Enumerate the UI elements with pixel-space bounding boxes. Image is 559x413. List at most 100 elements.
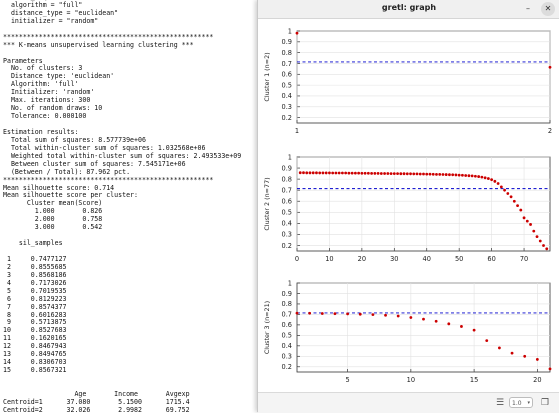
data-point — [353, 171, 357, 175]
x-tick-label: 2 — [548, 127, 552, 135]
y-tick-label: 0.5 — [282, 81, 293, 89]
y-tick-label: 0.3 — [282, 353, 293, 361]
data-point — [512, 199, 516, 203]
data-point — [422, 172, 425, 176]
data-point — [498, 346, 501, 350]
console-line: Age Income Avgexp — [3, 389, 190, 398]
x-tick-label: 40 — [423, 255, 431, 263]
y-tick-label: 0.4 — [282, 92, 293, 100]
data-point — [370, 171, 374, 175]
data-point — [548, 367, 552, 371]
console-line: 11 0.1620165 — [3, 334, 67, 343]
data-point — [486, 177, 490, 180]
plot-frame — [296, 30, 551, 124]
console-line: Estimation results: — [3, 127, 79, 136]
data-point — [347, 171, 351, 175]
data-point — [402, 172, 406, 176]
y-tick-label: 0.5 — [282, 209, 293, 217]
y-tick-label: 0.9 — [282, 290, 293, 298]
data-point — [431, 172, 435, 176]
data-point — [483, 176, 487, 180]
console-line: 7 0.8574377 — [3, 302, 67, 311]
zoom-select[interactable]: 1.0 ▾ — [509, 397, 533, 408]
data-point — [490, 178, 494, 182]
console-line: 3 0.8568186 — [3, 270, 67, 279]
y-tick-label: 0.4 — [282, 220, 293, 228]
x-tick-label: 1 — [295, 127, 299, 135]
close-button[interactable]: ✕ — [541, 2, 555, 16]
console-line: total_ssq = 8.57774e+06 — [3, 0, 256, 2]
y-tick-label: 0.7 — [282, 311, 293, 319]
data-point — [499, 185, 503, 189]
x-tick-label: 30 — [390, 255, 398, 263]
console-line: Algorithm: 'full' — [3, 80, 79, 89]
data-point — [545, 247, 549, 251]
y-tick-label: 0.2 — [282, 114, 293, 122]
plot-area[interactable]: 0.2 0.3 0.4 0.5 0.6 0.7 0.8 0.9 1 1 2 Cluster 1 (n=… — [258, 19, 559, 392]
data-point — [509, 195, 513, 199]
data-point — [346, 312, 349, 316]
console-line: Mean silhouette score per cluster: — [3, 191, 138, 200]
graph-window[interactable]: gretl: graph – ✕ 0.2 0.3 0.4 0.5 0.6 0.7 0.8 0.… — [257, 0, 559, 413]
x-tick-label: 70 — [520, 255, 528, 263]
data-point — [358, 312, 362, 316]
data-point — [473, 174, 477, 178]
data-point — [311, 171, 315, 175]
y-tick-label: 0.2 — [282, 363, 293, 371]
zoom-value: 1.0 — [512, 400, 522, 407]
data-point — [308, 171, 312, 175]
data-point — [506, 192, 510, 195]
y-axis-label: Cluster 3 (n=21) — [263, 301, 271, 354]
data-point — [396, 172, 399, 175]
data-point — [360, 171, 364, 175]
x-tick-label: 20 — [533, 376, 541, 384]
data-point — [409, 316, 413, 319]
data-point — [373, 171, 377, 175]
close-icon: ✕ — [544, 4, 552, 13]
data-point — [331, 171, 335, 175]
data-point — [493, 179, 497, 183]
x-tick-label: 10 — [325, 255, 333, 263]
console-line: 13 0.8494765 — [3, 350, 67, 359]
console-line: 9 0.5713875 — [3, 318, 67, 327]
data-point — [333, 312, 337, 316]
data-point — [441, 173, 445, 176]
data-point — [454, 173, 458, 177]
script-output-console[interactable]: total_ssq = 8.57774e+06 algorithm = "ful… — [0, 0, 256, 412]
console-line — [3, 375, 256, 383]
data-point — [447, 322, 451, 326]
data-point — [496, 182, 500, 185]
data-point — [318, 171, 322, 175]
copy-icon[interactable]: ❐ — [540, 398, 550, 408]
data-point — [470, 174, 474, 178]
console-line: 10 0.8527683 — [3, 326, 67, 335]
data-point — [357, 171, 361, 175]
data-point — [451, 173, 455, 177]
data-point — [542, 244, 545, 247]
console-line: *** K-means unsupervised learning cluste… — [3, 40, 194, 49]
hamburger-menu-icon[interactable]: ☰ — [495, 398, 505, 408]
data-point — [525, 219, 529, 223]
y-tick-label: 0.6 — [282, 198, 293, 206]
data-point — [464, 174, 468, 177]
data-point — [460, 325, 463, 328]
data-point — [434, 319, 438, 323]
title-bar[interactable]: gretl: graph – ✕ — [258, 0, 559, 19]
data-point — [324, 171, 328, 175]
console-text: total_ssq = 8.57774e+06 algorithm = "ful… — [0, 0, 256, 412]
data-point — [532, 229, 536, 233]
y-tick-label: 1 — [288, 153, 292, 161]
y-tick-label: 0.3 — [282, 231, 293, 239]
silhouette-plots: 0.2 0.3 0.4 0.5 0.6 0.7 0.8 0.9 1 1 2 Cluster 1 (n=… — [263, 27, 552, 384]
console-line: 2.000 0.758 — [3, 215, 103, 224]
data-point — [334, 171, 338, 175]
y-tick-label: 0.7 — [282, 186, 293, 194]
y-tick-label: 0.8 — [282, 300, 293, 308]
console-line: 4 0.7173026 — [3, 278, 67, 287]
console-line: Distance type: 'euclidean' — [3, 72, 115, 81]
console-line: No. of clusters: 3 — [3, 64, 83, 73]
minimize-button[interactable]: – — [521, 2, 535, 16]
y-tick-label: 0.6 — [282, 321, 293, 329]
y-tick-label: 0.2 — [282, 242, 293, 250]
data-point — [305, 171, 309, 175]
